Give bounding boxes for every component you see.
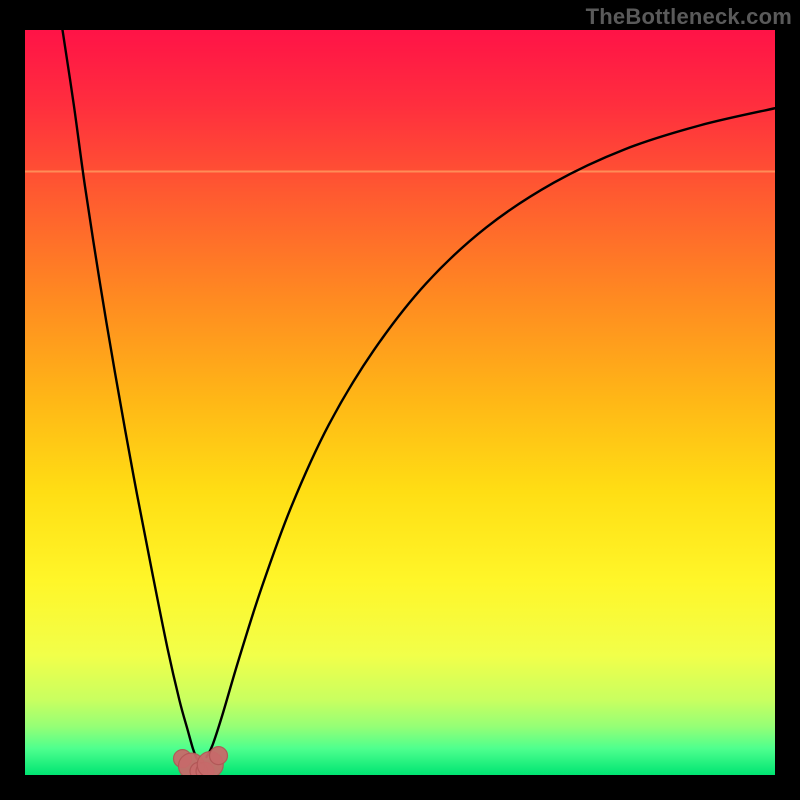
bottom-node [210,747,228,765]
gradient-background [25,30,775,775]
plot-area [25,30,775,775]
chart-frame: TheBottleneck.com [0,0,800,800]
chart-svg [25,30,775,775]
watermark-text: TheBottleneck.com [586,4,792,30]
